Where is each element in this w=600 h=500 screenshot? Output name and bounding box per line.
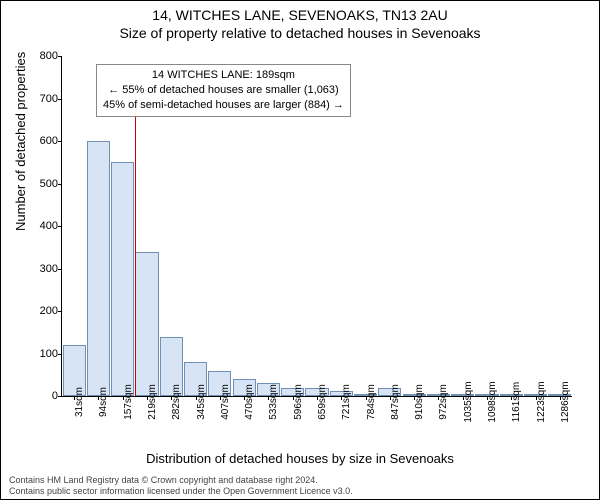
x-tick-label: 470sqm	[244, 384, 255, 420]
chart-title: 14, WITCHES LANE, SEVENOAKS, TN13 2AU	[1, 7, 599, 23]
footer-attribution: Contains HM Land Registry data © Crown c…	[9, 475, 353, 497]
footer-line1: Contains HM Land Registry data © Crown c…	[9, 475, 353, 486]
x-tick-label: 31sqm	[74, 387, 85, 417]
x-tick-label: 596sqm	[293, 384, 304, 420]
chart-container: 14, WITCHES LANE, SEVENOAKS, TN13 2AU Si…	[0, 0, 600, 500]
y-tick-mark	[58, 354, 62, 355]
x-tick-label: 659sqm	[317, 384, 328, 420]
y-tick-mark	[58, 311, 62, 312]
y-tick-mark	[58, 99, 62, 100]
chart-area: 010020030040050060070080031sqm94sqm157sq…	[61, 56, 571, 421]
y-tick-label: 400	[18, 220, 58, 232]
x-tick-label: 1161sqm	[511, 382, 522, 422]
x-tick-label: 219sqm	[147, 384, 158, 420]
x-tick-label: 910sqm	[414, 384, 425, 420]
x-tick-label: 1035sqm	[463, 381, 474, 422]
y-tick-mark	[58, 396, 62, 397]
annotation-line3: 45% of semi-detached houses are larger (…	[103, 98, 344, 113]
x-tick-label: 847sqm	[390, 384, 401, 420]
y-tick-label: 700	[18, 93, 58, 105]
y-tick-label: 500	[18, 178, 58, 190]
x-tick-label: 1286sqm	[560, 381, 571, 422]
x-tick-label: 784sqm	[366, 384, 377, 420]
x-tick-label: 282sqm	[171, 384, 182, 420]
footer-line2: Contains public sector information licen…	[9, 486, 353, 497]
x-tick-label: 345sqm	[196, 384, 207, 420]
chart-subtitle: Size of property relative to detached ho…	[1, 25, 599, 41]
y-tick-label: 100	[18, 348, 58, 360]
y-tick-mark	[58, 141, 62, 142]
annotation-line2: ← 55% of detached houses are smaller (1,…	[103, 83, 344, 98]
y-tick-mark	[58, 56, 62, 57]
histogram-bar	[135, 252, 158, 397]
annotation-box: 14 WITCHES LANE: 189sqm← 55% of detached…	[96, 64, 351, 117]
y-tick-mark	[58, 226, 62, 227]
y-tick-label: 0	[18, 390, 58, 402]
histogram-bar	[111, 162, 134, 396]
x-tick-label: 533sqm	[268, 384, 279, 420]
x-tick-label: 721sqm	[341, 384, 352, 420]
y-tick-label: 300	[18, 263, 58, 275]
x-tick-label: 157sqm	[123, 384, 134, 420]
x-tick-label: 1098sqm	[487, 381, 498, 422]
x-axis-label: Distribution of detached houses by size …	[1, 451, 599, 466]
x-tick-label: 94sqm	[98, 387, 109, 417]
plot-region: 010020030040050060070080031sqm94sqm157sq…	[61, 56, 572, 397]
y-tick-label: 600	[18, 135, 58, 147]
x-tick-label: 1223sqm	[536, 381, 547, 422]
y-tick-label: 800	[18, 50, 58, 62]
x-tick-label: 972sqm	[438, 384, 449, 420]
annotation-line1: 14 WITCHES LANE: 189sqm	[103, 68, 344, 83]
reference-line	[135, 96, 136, 396]
histogram-bar	[87, 141, 110, 396]
y-tick-mark	[58, 184, 62, 185]
x-tick-label: 407sqm	[220, 384, 231, 420]
y-tick-mark	[58, 269, 62, 270]
y-tick-label: 200	[18, 305, 58, 317]
